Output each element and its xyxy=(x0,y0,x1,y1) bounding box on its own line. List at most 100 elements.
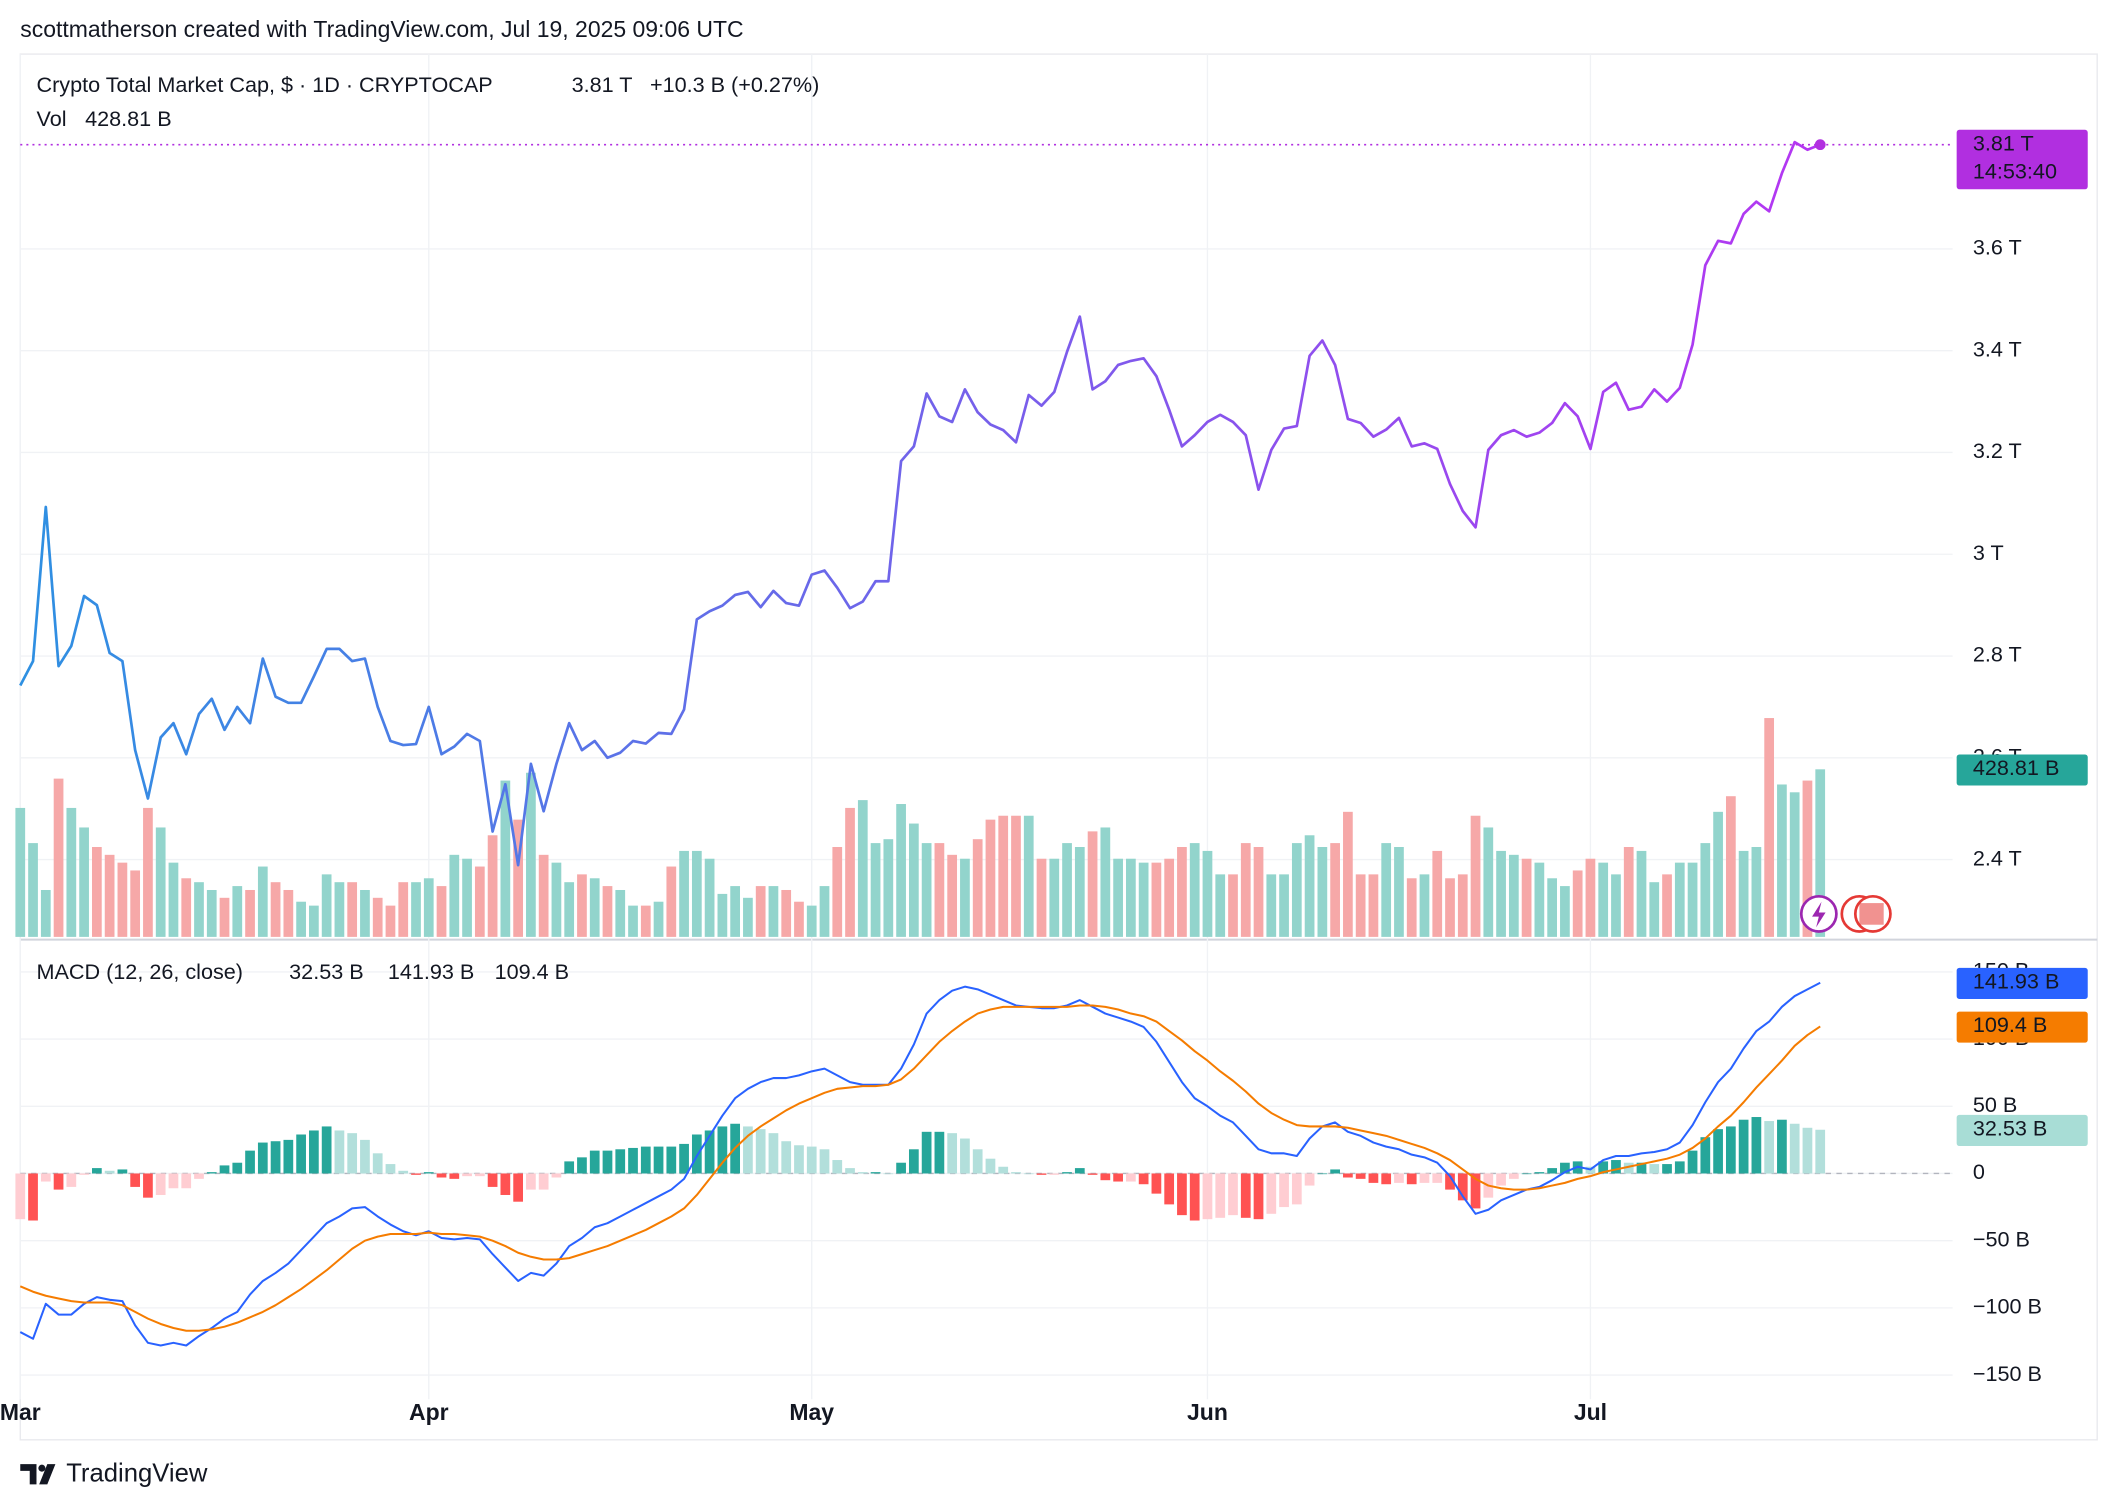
volume-bar xyxy=(1087,831,1098,937)
credit: scottmatherson created with TradingView.… xyxy=(20,16,743,42)
histogram-bar xyxy=(1343,1173,1353,1178)
y-tick-label: 3.4 T xyxy=(1973,336,2022,361)
histogram-bar xyxy=(1547,1168,1558,1174)
histogram-bar xyxy=(117,1169,128,1174)
volume-bar xyxy=(1687,862,1698,937)
price-label-box xyxy=(1956,129,2088,190)
volume-bar xyxy=(1598,862,1609,937)
histogram-bar xyxy=(1649,1164,1660,1174)
histogram-bar xyxy=(1432,1173,1443,1183)
histogram-bar xyxy=(806,1146,817,1174)
macd-label-2-text: 109.4 B xyxy=(1973,1012,2047,1037)
volume-bar xyxy=(206,889,217,937)
histogram-bar xyxy=(334,1130,345,1174)
volume-bar xyxy=(908,823,919,937)
y-tick-label: 3.6 T xyxy=(1973,235,2022,260)
last-price: 3.81 T xyxy=(572,72,633,97)
histogram-bar xyxy=(1266,1173,1277,1214)
volume-bar xyxy=(385,905,396,937)
histogram-bar xyxy=(462,1173,472,1177)
volume-bar xyxy=(79,827,89,937)
price-change: +10.3 B (+0.27%) xyxy=(650,72,819,97)
histogram-bar xyxy=(232,1162,243,1174)
volume-bar xyxy=(1266,874,1277,937)
y-tick-label: 0 xyxy=(1973,1159,1985,1184)
y-tick-label: 3.2 T xyxy=(1973,438,2022,463)
volume-bar xyxy=(819,886,830,937)
histogram-bar xyxy=(526,1173,536,1190)
volume-bar xyxy=(28,843,38,937)
line-series xyxy=(19,1004,1821,1332)
volume-bar xyxy=(1585,858,1596,937)
volume-bar xyxy=(436,886,447,937)
volume-bar xyxy=(998,815,1009,937)
volume-bar xyxy=(1623,847,1634,937)
macd-signal-value: 109.4 B xyxy=(495,959,569,984)
volume-bar xyxy=(245,889,255,937)
histogram-bar xyxy=(666,1146,677,1174)
histogram-bar xyxy=(1011,1172,1021,1174)
volume-bar xyxy=(1636,850,1647,937)
volume-bar xyxy=(130,870,141,937)
y-tick-label: −50 B xyxy=(1973,1226,2030,1251)
histogram-bar xyxy=(411,1173,421,1175)
volume-bar xyxy=(972,839,983,937)
histogram-bar xyxy=(857,1172,868,1174)
volume-bar xyxy=(1611,874,1621,937)
histogram-bar xyxy=(1419,1173,1430,1183)
volume-bar xyxy=(1662,874,1672,937)
volume-bar xyxy=(270,882,281,937)
histogram-bar xyxy=(1445,1173,1455,1190)
histogram-bar xyxy=(870,1172,881,1174)
volume-bar xyxy=(1394,847,1404,937)
histogram-bar xyxy=(1355,1173,1366,1179)
histogram-bar xyxy=(1598,1161,1609,1174)
histogram-bar xyxy=(168,1173,179,1189)
histogram-bar xyxy=(679,1143,689,1174)
histogram-bar xyxy=(1713,1129,1723,1174)
histogram-bar xyxy=(296,1134,306,1174)
price-label-text: 14:53:40 xyxy=(1973,159,2057,184)
histogram-bar xyxy=(1062,1172,1072,1174)
volume-bar xyxy=(1291,843,1302,937)
event-icon-bolt xyxy=(1812,901,1826,928)
volume-bar xyxy=(1725,796,1736,937)
volume-bar xyxy=(704,858,715,937)
volume-label-box xyxy=(1956,754,2088,786)
volume-bar xyxy=(526,772,536,937)
volume-bar xyxy=(398,882,409,937)
event-icons xyxy=(1799,894,1892,933)
histogram-bar xyxy=(653,1146,664,1174)
volume-bar xyxy=(500,780,511,937)
histogram-bar xyxy=(1317,1173,1328,1175)
histogram-bar xyxy=(628,1147,638,1174)
volume-bar xyxy=(755,886,766,937)
volume-bar xyxy=(1228,874,1238,937)
histogram-bar xyxy=(1802,1127,1813,1174)
x-tick-label: Jun xyxy=(1187,1399,1228,1425)
volume-bar xyxy=(1419,874,1430,937)
histogram-bar xyxy=(1253,1173,1264,1220)
histogram-bar xyxy=(921,1131,932,1174)
macd-label-1-text: 141.93 B xyxy=(1973,968,2059,993)
brand: TradingView xyxy=(66,1460,208,1488)
volume-bar xyxy=(730,886,741,937)
histogram-bar xyxy=(832,1160,843,1174)
volume-bar xyxy=(1508,854,1519,937)
volume-bar xyxy=(40,889,51,937)
volume-bar xyxy=(717,893,728,937)
volume-bar xyxy=(896,804,906,937)
histogram-bar xyxy=(15,1173,26,1220)
volume-bar xyxy=(666,866,677,937)
volume-bar xyxy=(538,854,549,937)
volume-bar xyxy=(1317,847,1328,937)
histogram-bar xyxy=(1521,1173,1532,1175)
y-tick-label: −150 B xyxy=(1973,1361,2042,1386)
histogram-bar xyxy=(691,1134,702,1174)
volume-bar xyxy=(487,835,498,937)
volume-bar xyxy=(1126,858,1136,937)
histogram-bar xyxy=(755,1129,766,1174)
volume-bar xyxy=(1738,850,1749,937)
histogram-bar xyxy=(1406,1173,1417,1185)
volume-bar xyxy=(474,866,485,937)
